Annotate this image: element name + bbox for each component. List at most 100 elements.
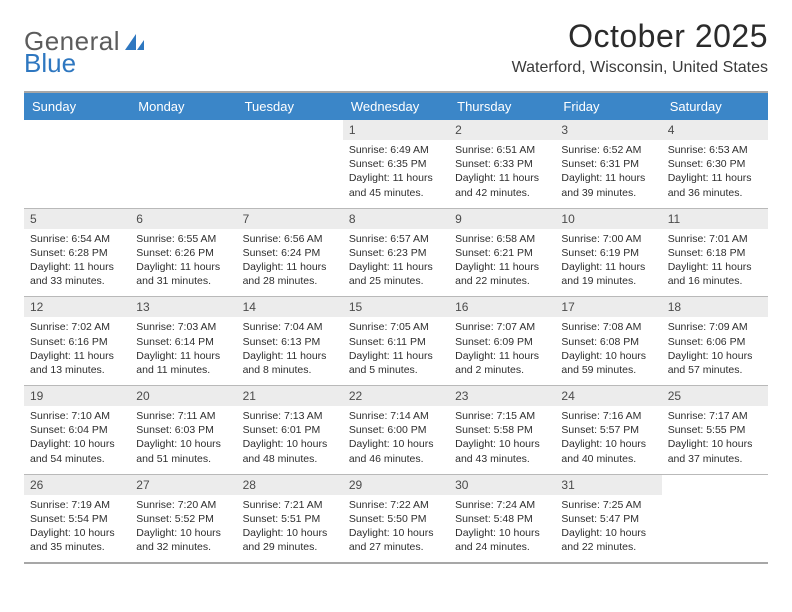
day-body: Sunrise: 6:58 AMSunset: 6:21 PMDaylight:… <box>449 229 555 291</box>
daylight-line: Daylight: 11 hours and 45 minutes. <box>349 171 443 199</box>
calendar-cell: 27Sunrise: 7:20 AMSunset: 5:52 PMDayligh… <box>130 474 236 564</box>
sunset-line: Sunset: 5:55 PM <box>668 423 762 437</box>
calendar-row: 5Sunrise: 6:54 AMSunset: 6:28 PMDaylight… <box>24 208 768 297</box>
day-number: 14 <box>237 297 343 317</box>
sunset-line: Sunset: 6:04 PM <box>30 423 124 437</box>
daylight-line: Daylight: 11 hours and 31 minutes. <box>136 260 230 288</box>
day-number: 9 <box>449 209 555 229</box>
day-number: 4 <box>662 120 768 140</box>
daylight-line: Daylight: 10 hours and 29 minutes. <box>243 526 337 554</box>
sunset-line: Sunset: 6:31 PM <box>561 157 655 171</box>
day: 20Sunrise: 7:11 AMSunset: 6:03 PMDayligh… <box>130 385 236 474</box>
calendar-table: Sunday Monday Tuesday Wednesday Thursday… <box>24 91 768 564</box>
day-body: Sunrise: 6:55 AMSunset: 6:26 PMDaylight:… <box>130 229 236 291</box>
calendar-cell: 24Sunrise: 7:16 AMSunset: 5:57 PMDayligh… <box>555 385 661 474</box>
daylight-line: Daylight: 11 hours and 39 minutes. <box>561 171 655 199</box>
calendar-cell: 11Sunrise: 7:01 AMSunset: 6:18 PMDayligh… <box>662 208 768 297</box>
location-subtitle: Waterford, Wisconsin, United States <box>512 59 768 77</box>
day-body: Sunrise: 7:16 AMSunset: 5:57 PMDaylight:… <box>555 406 661 468</box>
day: 5Sunrise: 6:54 AMSunset: 6:28 PMDaylight… <box>24 208 130 297</box>
daylight-line: Daylight: 11 hours and 5 minutes. <box>349 349 443 377</box>
day-body: Sunrise: 7:20 AMSunset: 5:52 PMDaylight:… <box>130 495 236 557</box>
day: 11Sunrise: 7:01 AMSunset: 6:18 PMDayligh… <box>662 208 768 297</box>
sunset-line: Sunset: 6:16 PM <box>30 335 124 349</box>
sunrise-line: Sunrise: 7:07 AM <box>455 320 549 334</box>
daylight-line: Daylight: 10 hours and 27 minutes. <box>349 526 443 554</box>
day-body: Sunrise: 7:19 AMSunset: 5:54 PMDaylight:… <box>24 495 130 557</box>
day-number: 23 <box>449 386 555 406</box>
calendar-cell: 23Sunrise: 7:15 AMSunset: 5:58 PMDayligh… <box>449 385 555 474</box>
sunrise-line: Sunrise: 7:09 AM <box>668 320 762 334</box>
empty-day <box>130 120 236 202</box>
daylight-line: Daylight: 10 hours and 35 minutes. <box>30 526 124 554</box>
day-body: Sunrise: 7:25 AMSunset: 5:47 PMDaylight:… <box>555 495 661 557</box>
sunset-line: Sunset: 6:28 PM <box>30 246 124 260</box>
day-body: Sunrise: 7:07 AMSunset: 6:09 PMDaylight:… <box>449 317 555 379</box>
calendar-row: 26Sunrise: 7:19 AMSunset: 5:54 PMDayligh… <box>24 474 768 564</box>
weekday-header: Thursday <box>449 92 555 120</box>
day-body: Sunrise: 7:10 AMSunset: 6:04 PMDaylight:… <box>24 406 130 468</box>
calendar-cell: 4Sunrise: 6:53 AMSunset: 6:30 PMDaylight… <box>662 120 768 208</box>
daylight-line: Daylight: 10 hours and 40 minutes. <box>561 437 655 465</box>
sunset-line: Sunset: 6:35 PM <box>349 157 443 171</box>
calendar-header-row: Sunday Monday Tuesday Wednesday Thursday… <box>24 92 768 120</box>
daylight-line: Daylight: 11 hours and 11 minutes. <box>136 349 230 377</box>
sunset-line: Sunset: 6:14 PM <box>136 335 230 349</box>
sunset-line: Sunset: 6:26 PM <box>136 246 230 260</box>
calendar-cell: 19Sunrise: 7:10 AMSunset: 6:04 PMDayligh… <box>24 385 130 474</box>
calendar-body: 1Sunrise: 6:49 AMSunset: 6:35 PMDaylight… <box>24 120 768 563</box>
day-number: 29 <box>343 475 449 495</box>
day-body: Sunrise: 7:22 AMSunset: 5:50 PMDaylight:… <box>343 495 449 557</box>
day: 21Sunrise: 7:13 AMSunset: 6:01 PMDayligh… <box>237 385 343 474</box>
day: 15Sunrise: 7:05 AMSunset: 6:11 PMDayligh… <box>343 296 449 385</box>
day: 1Sunrise: 6:49 AMSunset: 6:35 PMDaylight… <box>343 120 449 208</box>
weekday-header: Monday <box>130 92 236 120</box>
day: 29Sunrise: 7:22 AMSunset: 5:50 PMDayligh… <box>343 474 449 563</box>
day-number: 25 <box>662 386 768 406</box>
day-body: Sunrise: 6:49 AMSunset: 6:35 PMDaylight:… <box>343 140 449 202</box>
day-number: 6 <box>130 209 236 229</box>
day-number: 17 <box>555 297 661 317</box>
sunrise-line: Sunrise: 6:56 AM <box>243 232 337 246</box>
sunrise-line: Sunrise: 6:51 AM <box>455 143 549 157</box>
sunrise-line: Sunrise: 7:11 AM <box>136 409 230 423</box>
day-body: Sunrise: 7:01 AMSunset: 6:18 PMDaylight:… <box>662 229 768 291</box>
daylight-line: Daylight: 10 hours and 46 minutes. <box>349 437 443 465</box>
weekday-header: Sunday <box>24 92 130 120</box>
day: 18Sunrise: 7:09 AMSunset: 6:06 PMDayligh… <box>662 296 768 385</box>
page: General October 2025 Waterford, Wisconsi… <box>0 0 792 612</box>
sunset-line: Sunset: 5:54 PM <box>30 512 124 526</box>
day-body: Sunrise: 6:51 AMSunset: 6:33 PMDaylight:… <box>449 140 555 202</box>
day: 22Sunrise: 7:14 AMSunset: 6:00 PMDayligh… <box>343 385 449 474</box>
day: 12Sunrise: 7:02 AMSunset: 6:16 PMDayligh… <box>24 296 130 385</box>
day-number: 15 <box>343 297 449 317</box>
logo-text-2: Blue <box>24 48 76 79</box>
header: General October 2025 Waterford, Wisconsi… <box>24 18 768 77</box>
daylight-line: Daylight: 11 hours and 28 minutes. <box>243 260 337 288</box>
sunset-line: Sunset: 5:50 PM <box>349 512 443 526</box>
daylight-line: Daylight: 11 hours and 33 minutes. <box>30 260 124 288</box>
calendar-cell: 31Sunrise: 7:25 AMSunset: 5:47 PMDayligh… <box>555 474 661 564</box>
sunrise-line: Sunrise: 7:00 AM <box>561 232 655 246</box>
calendar-cell: 14Sunrise: 7:04 AMSunset: 6:13 PMDayligh… <box>237 296 343 385</box>
daylight-line: Daylight: 10 hours and 43 minutes. <box>455 437 549 465</box>
day: 13Sunrise: 7:03 AMSunset: 6:14 PMDayligh… <box>130 296 236 385</box>
sunset-line: Sunset: 6:19 PM <box>561 246 655 260</box>
calendar-cell: 13Sunrise: 7:03 AMSunset: 6:14 PMDayligh… <box>130 296 236 385</box>
day-number: 1 <box>343 120 449 140</box>
day-number: 12 <box>24 297 130 317</box>
day: 30Sunrise: 7:24 AMSunset: 5:48 PMDayligh… <box>449 474 555 563</box>
sunset-line: Sunset: 6:01 PM <box>243 423 337 437</box>
sunset-line: Sunset: 6:08 PM <box>561 335 655 349</box>
day: 6Sunrise: 6:55 AMSunset: 6:26 PMDaylight… <box>130 208 236 297</box>
sunrise-line: Sunrise: 7:02 AM <box>30 320 124 334</box>
day-body: Sunrise: 6:52 AMSunset: 6:31 PMDaylight:… <box>555 140 661 202</box>
weekday-header: Friday <box>555 92 661 120</box>
day-body: Sunrise: 6:54 AMSunset: 6:28 PMDaylight:… <box>24 229 130 291</box>
sunrise-line: Sunrise: 7:19 AM <box>30 498 124 512</box>
day: 8Sunrise: 6:57 AMSunset: 6:23 PMDaylight… <box>343 208 449 297</box>
daylight-line: Daylight: 10 hours and 51 minutes. <box>136 437 230 465</box>
daylight-line: Daylight: 10 hours and 48 minutes. <box>243 437 337 465</box>
day-number: 11 <box>662 209 768 229</box>
day-body: Sunrise: 7:13 AMSunset: 6:01 PMDaylight:… <box>237 406 343 468</box>
